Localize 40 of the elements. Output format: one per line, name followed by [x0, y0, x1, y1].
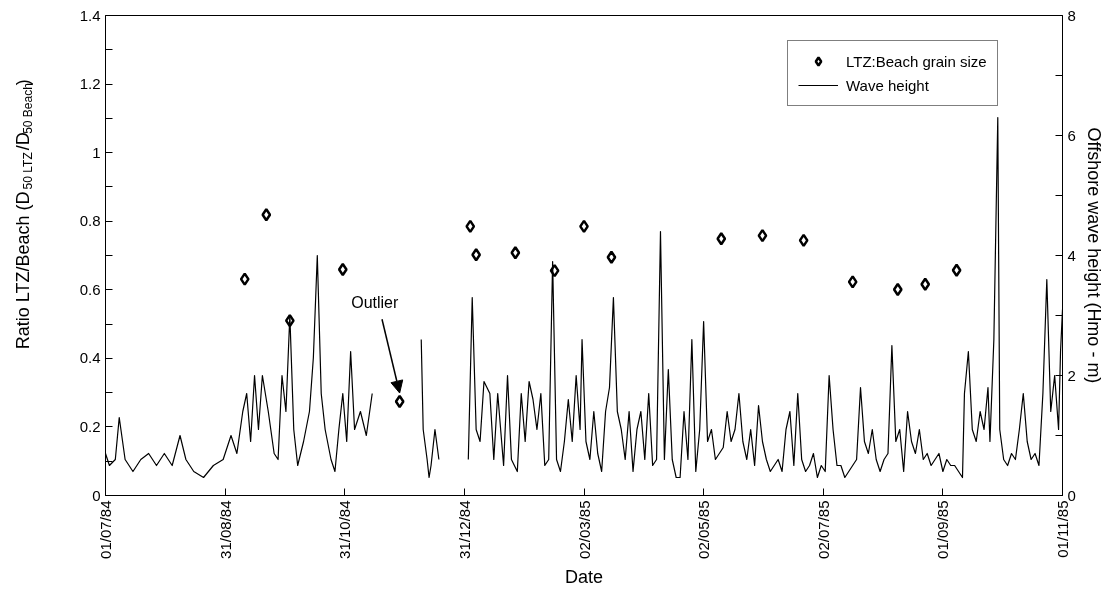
point — [471, 248, 482, 262]
y2-tick-label: 8 — [1067, 6, 1076, 24]
y2-tick-label: 6 — [1067, 126, 1076, 144]
point — [465, 219, 476, 234]
y2-tick-label: 2 — [1067, 366, 1076, 384]
point — [261, 207, 272, 222]
y-tick-label: 1.2 — [79, 75, 101, 93]
y-tick-label: 1 — [92, 143, 101, 161]
point — [284, 313, 295, 328]
point — [394, 394, 405, 409]
x-tick-label: 02/07/85 — [814, 500, 832, 559]
y-tick-label: 0.8 — [79, 212, 101, 230]
x-axis-title: Date — [564, 566, 604, 587]
x-tick-label: 31/08/84 — [216, 500, 234, 559]
point — [892, 282, 903, 297]
point — [510, 246, 521, 260]
x-tick-label: 31/10/84 — [336, 500, 354, 559]
y-tick-label: 0.2 — [79, 417, 101, 435]
y-tick-label: 0.6 — [79, 280, 101, 298]
point — [549, 263, 560, 278]
point — [920, 277, 931, 292]
point — [239, 272, 250, 286]
legend-label: Wave height — [846, 76, 929, 94]
point — [716, 231, 727, 246]
point — [798, 233, 809, 248]
point — [951, 263, 962, 277]
y-tick-label: 0.4 — [79, 349, 101, 367]
y2-tick-label: 4 — [1067, 246, 1076, 264]
x-tick-label: 02/05/85 — [695, 500, 713, 559]
point — [606, 250, 617, 264]
x-tick-label: 01/09/85 — [934, 500, 952, 559]
point — [757, 228, 768, 243]
y2-axis-title: Offshore wave height (Hmo - m) — [1083, 127, 1104, 384]
legend-label: LTZ:Beach grain size — [846, 52, 987, 70]
y-tick-label: 1.4 — [79, 6, 101, 24]
x-tick-label: 02/03/85 — [575, 500, 593, 559]
annotation: Outlier — [351, 293, 399, 311]
point — [847, 275, 858, 289]
x-tick-label: 31/12/84 — [455, 500, 473, 559]
point — [337, 262, 348, 277]
